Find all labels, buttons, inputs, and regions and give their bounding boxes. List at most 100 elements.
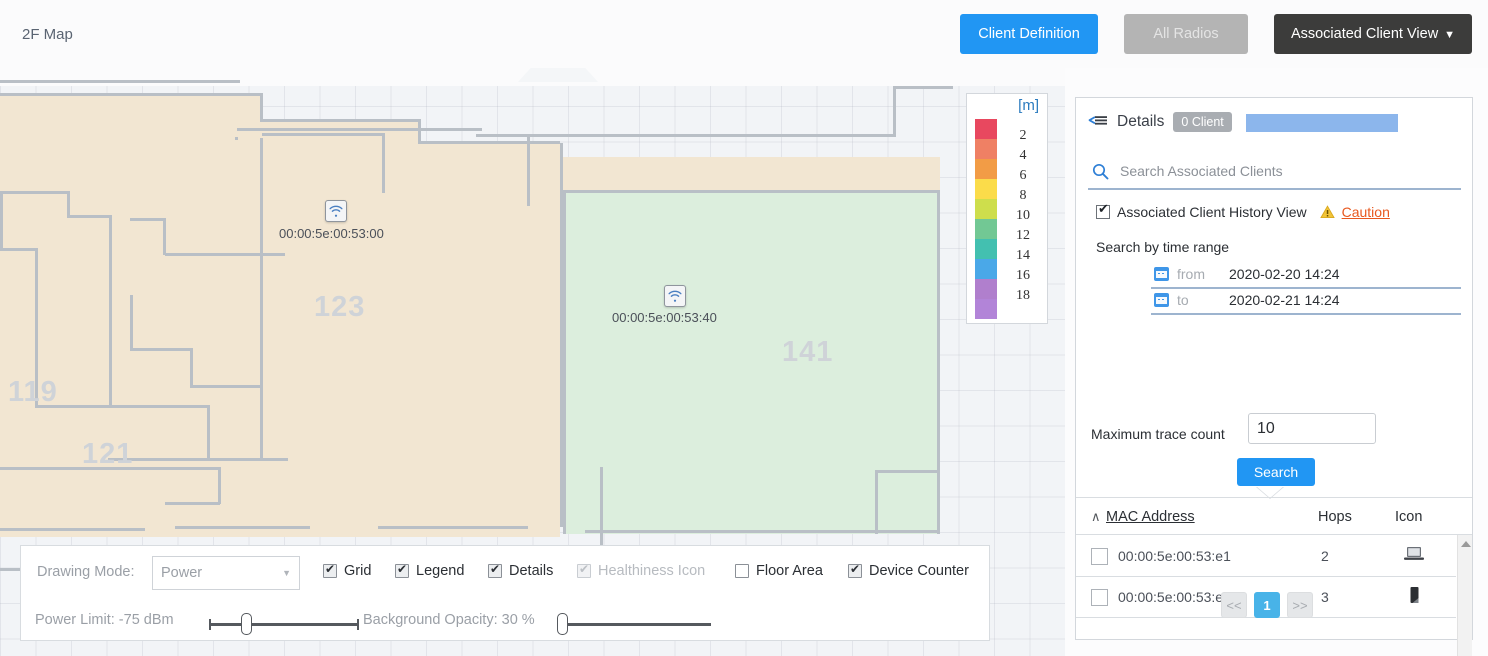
wall-segment	[207, 405, 210, 460]
legend-swatch	[975, 219, 997, 239]
pagination-prev-button[interactable]: <<	[1221, 592, 1247, 618]
wall-segment	[382, 133, 385, 193]
power-limit-label: Power Limit: -75 dBm	[35, 612, 174, 628]
row-checkbox[interactable]	[1091, 589, 1108, 606]
pagination: << 1 >>	[1221, 592, 1313, 618]
scroll-up-arrow-icon[interactable]	[1461, 541, 1471, 547]
associated-client-view-dropdown[interactable]: Associated Client View ▼	[1274, 14, 1472, 54]
checkbox-box[interactable]	[323, 562, 337, 578]
background-opacity-slider[interactable]	[557, 613, 711, 635]
search-icon	[1092, 163, 1109, 180]
caution-link[interactable]: Caution	[1341, 204, 1390, 220]
map-options-toolbar: Drawing Mode: Power ▼ Grid Legend Detail…	[20, 545, 990, 641]
checkbox-device-counter[interactable]: Device Counter	[848, 562, 969, 579]
power-limit-knob[interactable]	[241, 613, 252, 635]
pagination-page-1[interactable]: 1	[1254, 592, 1280, 618]
details-header[interactable]: Details 0 Client	[1088, 112, 1232, 132]
floor-area-beige	[0, 527, 560, 537]
chevron-down-icon: ▼	[1444, 29, 1456, 41]
from-date-field[interactable]: from 2020-02-20 14:24	[1151, 263, 1461, 289]
wall-segment	[378, 526, 528, 529]
checkbox-box[interactable]	[488, 562, 502, 578]
check-icon: ✔	[1098, 201, 1109, 216]
to-date-field[interactable]: to 2020-02-21 14:24	[1151, 289, 1461, 315]
room-label: 121	[82, 438, 134, 470]
history-view-checkbox-row[interactable]: ✔ Associated Client History View Caution	[1096, 201, 1390, 220]
wall-segment	[130, 218, 166, 221]
search-button[interactable]: Search	[1237, 458, 1315, 486]
table-row[interactable]: 00:00:5e:00:53:e1 2	[1076, 536, 1456, 577]
floor-area-green	[875, 472, 940, 534]
wall-segment	[67, 215, 112, 218]
sort-ascending-icon[interactable]: ∧	[1091, 509, 1101, 524]
history-view-checkbox[interactable]: ✔	[1096, 201, 1110, 219]
column-header-mac-address[interactable]: MAC Address	[1106, 509, 1195, 525]
map-legend: [m] 2 4 6 8 10 12 14 16 18	[966, 93, 1048, 324]
search-associated-clients-field[interactable]: Search Associated Clients	[1088, 158, 1461, 190]
wall-segment	[527, 134, 530, 206]
wall-segment	[563, 190, 940, 193]
legend-tick: 2	[1019, 128, 1027, 143]
legend-swatch	[975, 179, 997, 199]
max-trace-count-input[interactable]: 10	[1248, 413, 1376, 444]
legend-tick: 4	[1019, 148, 1027, 163]
map-options-row-1: Drawing Mode: Power ▼ Grid Legend Detail…	[21, 546, 989, 598]
column-header-icon: Icon	[1395, 509, 1423, 525]
wall-segment	[235, 137, 238, 140]
row-mac-address: 00:00:5e:00:53:e1	[1118, 548, 1231, 564]
clients-table-header: ∧ MAC Address Hops Icon	[1076, 497, 1472, 535]
room-label: 119	[8, 376, 58, 408]
table-scrollbar[interactable]	[1457, 535, 1472, 656]
checkbox-box[interactable]	[735, 564, 749, 578]
legend-tick: 8	[1019, 188, 1027, 203]
collapse-left-icon	[1088, 116, 1107, 125]
all-radios-button[interactable]: All Radios	[1124, 14, 1248, 54]
client-definition-button[interactable]: Client Definition	[960, 14, 1098, 54]
wall-segment	[600, 467, 603, 567]
access-point-marker[interactable]	[664, 285, 686, 307]
access-point-label: 00:00:5e:00:53:00	[279, 226, 384, 241]
wall-segment	[109, 215, 112, 407]
from-value: 2020-02-20 14:24	[1229, 266, 1340, 282]
drawing-mode-value: Power	[161, 565, 203, 581]
column-header-hops: Hops	[1318, 509, 1352, 525]
power-limit-slider[interactable]	[209, 613, 359, 635]
wifi-icon	[329, 205, 343, 217]
legend-unit-text: [m]	[1018, 97, 1039, 114]
drawing-mode-label: Drawing Mode:	[37, 564, 135, 580]
checkbox-details[interactable]: Details	[488, 562, 553, 579]
checkbox-box[interactable]	[848, 562, 862, 578]
room-label: 123	[314, 291, 366, 323]
pagination-next-button[interactable]: >>	[1287, 592, 1313, 618]
wall-segment	[35, 248, 38, 408]
checkbox-grid[interactable]: Grid	[323, 562, 371, 579]
checkbox-floor-area[interactable]: Floor Area	[735, 563, 823, 579]
panel-notch	[1256, 486, 1284, 498]
floor-map-canvas[interactable]: 119 121 123 141 00:00:5e:00:53:00 00:00:…	[0, 60, 1065, 656]
phone-icon	[1410, 587, 1419, 603]
background-opacity-knob[interactable]	[557, 613, 568, 635]
row-device-icon	[1403, 586, 1425, 609]
associated-clients-panel: Details 0 Client Search Associated Clien…	[1075, 97, 1473, 656]
wall-segment	[260, 138, 263, 458]
checkbox-legend[interactable]: Legend	[395, 562, 465, 579]
map-options-row-2: Power Limit: -75 dBm Background Opacity:…	[21, 598, 989, 642]
wall-segment	[175, 526, 310, 529]
drawing-mode-select[interactable]: Power ▼	[152, 556, 300, 590]
row-hops: 2	[1321, 548, 1329, 564]
wall-segment	[130, 295, 133, 350]
wall-segment	[260, 93, 263, 121]
wall-segment	[0, 93, 263, 96]
wall-segment	[418, 119, 421, 143]
access-point-marker[interactable]	[325, 200, 347, 222]
slider-cap-left	[209, 619, 211, 630]
checkbox-label: Legend	[416, 563, 465, 579]
details-label: Details	[1117, 113, 1165, 130]
wall-segment	[585, 530, 940, 533]
row-checkbox[interactable]	[1091, 548, 1108, 565]
floor-area-beige	[0, 143, 560, 157]
wall-segment	[0, 528, 145, 531]
checkbox-box[interactable]	[395, 562, 409, 578]
slider-cap-right	[357, 619, 359, 630]
